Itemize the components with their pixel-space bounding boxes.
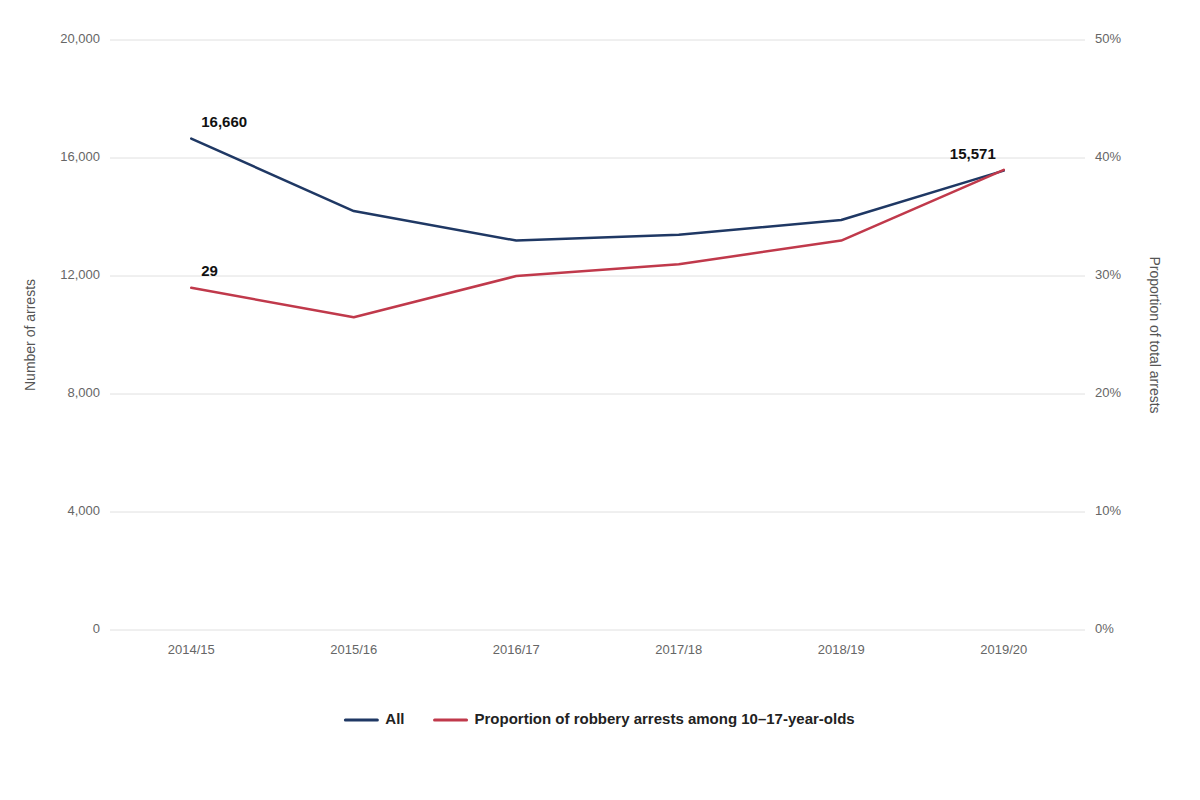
- x-tick-label: 2019/20: [980, 642, 1027, 657]
- grid-line: [110, 276, 1085, 277]
- y2-tick-label: 10%: [1095, 503, 1121, 518]
- y-axis-label: Number of arrests: [22, 279, 38, 391]
- annotation: 15,571: [950, 145, 996, 162]
- y-tick-label: 8,000: [67, 385, 100, 400]
- background: [0, 0, 1200, 800]
- y-tick-label: 12,000: [60, 267, 100, 282]
- legend-item: All: [345, 710, 404, 727]
- y-tick-label: 16,000: [60, 149, 100, 164]
- chart: 0 4,000 8,000 12,000 16,000 20,000 0% 10% 20% 30%…: [0, 0, 1200, 800]
- grid: [110, 40, 1085, 630]
- y2-tick-label: 0%: [1095, 621, 1114, 636]
- grid-line: [110, 158, 1085, 159]
- x-tick-label: 2015/16: [330, 642, 377, 657]
- legend-item: Proportion of robbery arrests among 10–1…: [435, 710, 855, 727]
- legend-label: Proportion of robbery arrests among 10–1…: [475, 710, 855, 727]
- plot-area: [191, 139, 1004, 318]
- annotation: 29: [201, 262, 218, 279]
- y2-tick-label: 50%: [1095, 31, 1121, 46]
- grid-line: [110, 630, 1085, 631]
- grid-line: [110, 394, 1085, 395]
- y-tick-label: 4,000: [67, 503, 100, 518]
- y2-tick-label: 40%: [1095, 149, 1121, 164]
- y2-tick-label: 20%: [1095, 385, 1121, 400]
- x-tick-label: 2017/18: [655, 642, 702, 657]
- legend: All Proportion of robbery arrests among 1…: [345, 710, 854, 727]
- grid-line: [110, 512, 1085, 513]
- y-tick-label: 20,000: [60, 31, 100, 46]
- annotation: 16,660: [201, 113, 247, 130]
- y2-axis-label: Proportion of total arrests: [1147, 256, 1163, 413]
- series-line: [191, 139, 1004, 241]
- x-tick-label: 2018/19: [818, 642, 865, 657]
- legend-swatch: [435, 719, 467, 722]
- legend-label: All: [385, 710, 404, 727]
- series-line: [191, 170, 1004, 317]
- x-tick-label: 2014/15: [168, 642, 215, 657]
- y-tick-label: 0: [93, 621, 100, 636]
- grid-line: [110, 40, 1085, 41]
- legend-swatch: [345, 719, 377, 722]
- x-tick-label: 2016/17: [493, 642, 540, 657]
- y2-tick-label: 30%: [1095, 267, 1121, 282]
